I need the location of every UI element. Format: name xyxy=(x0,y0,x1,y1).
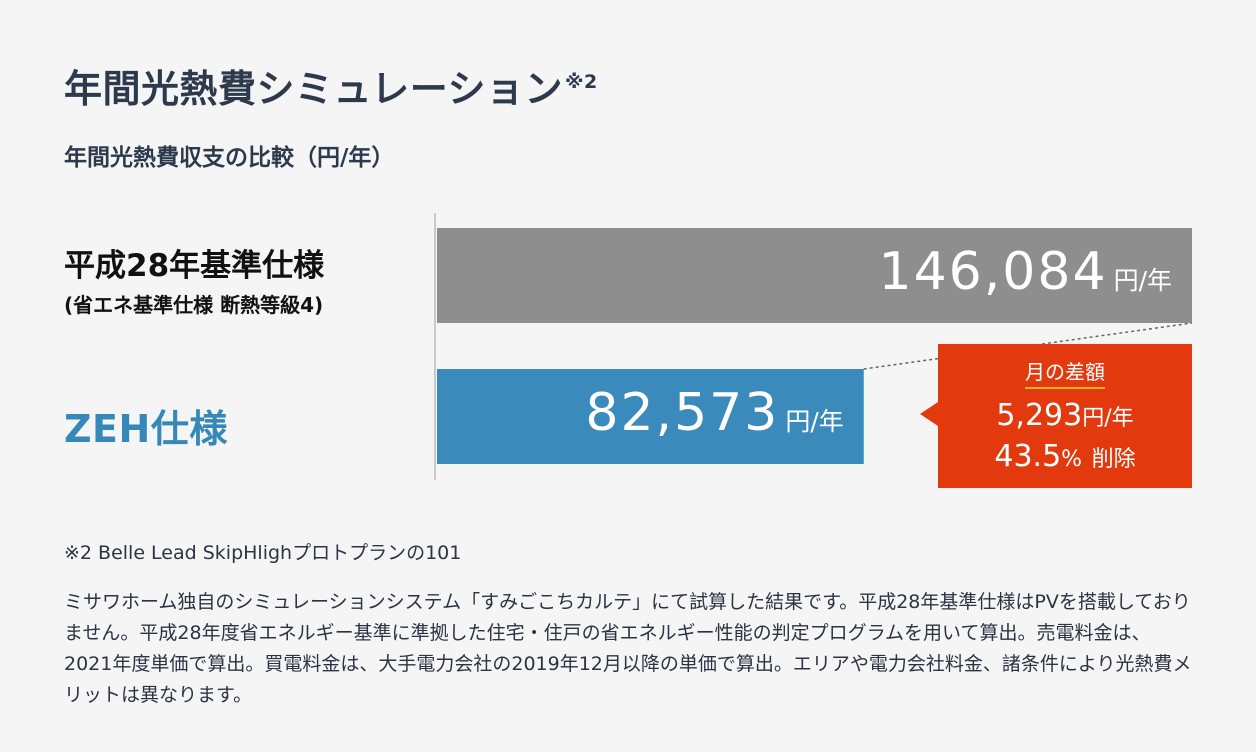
footnote: ※2 Belle Lead SkipHlighプロトプランの101 xyxy=(64,542,462,564)
bar-value-unit: 円/年 xyxy=(1113,266,1172,295)
chart-subtitle: 年間光熱費収支の比較（円/年） xyxy=(64,145,395,171)
callout-percent-sign: % xyxy=(1061,447,1083,472)
difference-callout: 月の差額 5,293円/年 43.5% 削除 xyxy=(920,344,1192,488)
callout-amount: 5,293 xyxy=(996,398,1083,433)
description-text: ミサワホーム独自のシミュレーションシステム「すみごこちカルテ」にて試算した結果で… xyxy=(64,591,1192,706)
bar-value-label-h28: 146,084 円/年 xyxy=(879,242,1172,302)
bar-value-unit: 円/年 xyxy=(785,407,844,436)
callout-reduction-label: 削除 xyxy=(1091,447,1136,472)
bar-value-label-zeh: 82,573 円/年 xyxy=(585,383,843,443)
callout-percent: 43.5 xyxy=(994,439,1062,474)
bar-value-number: 146,084 xyxy=(878,242,1108,302)
callout-amount-unit: 円/年 xyxy=(1082,406,1134,431)
category-sublabel-h28: (省エネ基準仕様 断熱等級4) xyxy=(64,293,324,317)
callout-amount-line: 5,293円/年 xyxy=(938,397,1192,438)
bar-value-number: 82,573 xyxy=(585,383,780,443)
callout-percent-line: 43.5% 削除 xyxy=(938,438,1192,479)
category-label-h28: 平成28年基準仕様 xyxy=(64,248,325,284)
page-title: 年間光熱費シミュレーション ※2 xyxy=(64,58,598,113)
title-footnote-mark: ※2 xyxy=(564,71,598,94)
callout-title: 月の差額 xyxy=(1025,356,1105,389)
category-label-zeh: ZEH仕様 xyxy=(64,407,228,451)
page-title-text: 年間光熱費シミュレーション xyxy=(64,67,563,111)
